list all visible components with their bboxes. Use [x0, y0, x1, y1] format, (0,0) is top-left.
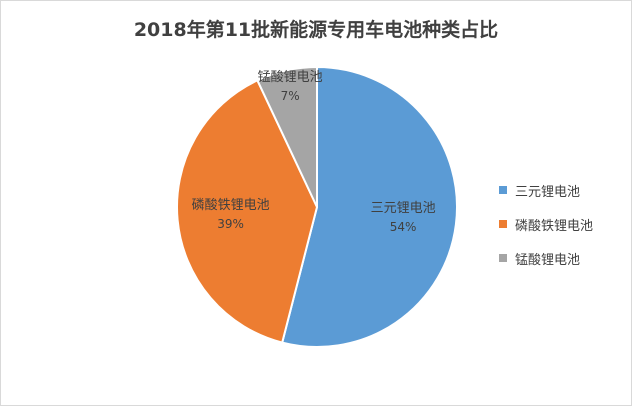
legend: 三元锂电池 磷酸铁锂电池 锰酸锂电池: [499, 173, 593, 275]
slice-percent-label: 39%: [217, 217, 244, 231]
legend-item: 三元锂电池: [499, 173, 593, 207]
slice-category-label: 磷酸铁锂电池: [192, 198, 270, 213]
legend-swatch: [499, 186, 507, 194]
legend-item: 锰酸锂电池: [499, 241, 593, 275]
legend-label: 三元锂电池: [515, 184, 581, 200]
slice-percent-label: 7%: [281, 89, 300, 103]
legend-item: 磷酸铁锂电池: [499, 207, 593, 241]
slice-category-label: 锰酸锂电池: [258, 70, 323, 85]
legend-swatch: [499, 220, 507, 228]
slice-percent-label: 54%: [390, 220, 417, 234]
pie-data-labels: 三元锂电池 54% 磷酸铁锂电池 39% 锰酸锂电池 7%: [192, 70, 436, 234]
legend-label: 锰酸锂电池: [515, 252, 581, 268]
chart-title: 2018年第11批新能源专用车电池种类占比: [133, 19, 499, 41]
legend-swatch: [499, 254, 507, 262]
pie-slice: [256, 65, 318, 208]
pie-slice: [280, 65, 458, 348]
slice-category-label: 三元锂电池: [371, 201, 436, 216]
legend-label: 磷酸铁锂电池: [515, 218, 594, 234]
pie-slices: [176, 65, 458, 348]
pie-slice: [176, 78, 319, 344]
